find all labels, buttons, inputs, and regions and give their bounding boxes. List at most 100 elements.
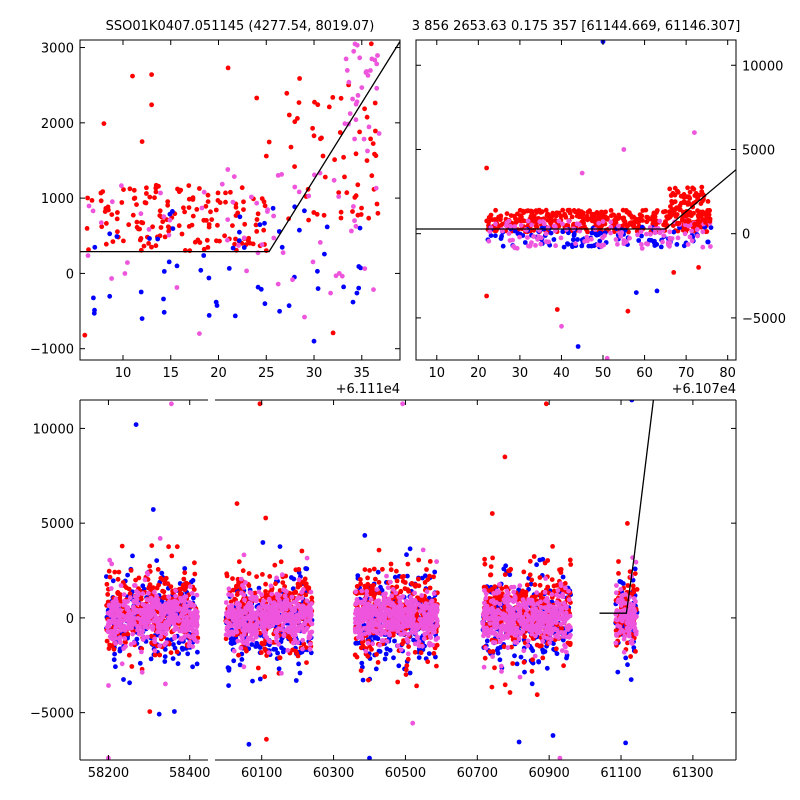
data-point-red: [675, 188, 680, 194]
data-point-red: [272, 562, 278, 568]
data-point-pink: [191, 610, 197, 615]
data-point-red: [524, 582, 530, 588]
data-point-blue: [198, 267, 204, 273]
data-point-pink: [366, 631, 372, 636]
data-point-pink: [385, 625, 391, 631]
data-point-red: [98, 198, 104, 204]
data-point-blue: [382, 656, 388, 662]
data-point-red: [482, 655, 488, 661]
data-point-pink: [139, 649, 144, 655]
data-point-red: [366, 215, 372, 221]
data-point-red: [150, 585, 156, 591]
data-point-red: [585, 209, 591, 215]
data-point-red: [254, 229, 260, 234]
data-point-pink: [398, 647, 404, 653]
data-point-pink: [246, 600, 252, 606]
data-point-pink: [573, 241, 578, 247]
data-point-red: [125, 631, 131, 637]
data-point-red: [418, 597, 424, 603]
data-point-red: [402, 586, 408, 591]
data-point-red: [165, 224, 171, 230]
data-point-red: [189, 222, 195, 228]
data-point-pink: [250, 596, 255, 602]
data-point-red: [358, 581, 363, 587]
data-point-pink: [553, 243, 558, 249]
data-point-pink: [237, 602, 242, 607]
data-point-red: [292, 119, 298, 125]
data-point-pink: [414, 635, 420, 641]
data-point-pink: [110, 631, 116, 636]
data-point-red: [629, 215, 635, 220]
data-point-pink: [290, 608, 296, 614]
data-point-pink: [553, 620, 559, 625]
data-point-pink: [420, 643, 425, 649]
data-point-pink: [403, 614, 409, 620]
data-point-blue: [279, 244, 285, 250]
data-point-blue: [185, 651, 191, 657]
data-point-pink: [279, 670, 284, 676]
data-point-red: [194, 207, 200, 212]
data-point-red: [255, 665, 261, 671]
data-point-pink: [162, 607, 168, 612]
data-point-red: [241, 207, 246, 213]
data-point-red: [322, 174, 328, 180]
data-point-red: [186, 196, 192, 202]
data-point-pink: [158, 612, 164, 617]
data-point-pink: [511, 589, 517, 595]
data-point-pink: [405, 651, 411, 657]
data-point-red: [254, 574, 259, 579]
data-point-red: [144, 191, 149, 196]
x-tick-label: 30: [306, 366, 323, 381]
data-point-pink: [105, 610, 111, 616]
data-point-red: [502, 572, 508, 577]
data-point-pink: [171, 602, 177, 608]
data-point-pink: [292, 184, 298, 190]
data-point-pink: [493, 221, 498, 227]
data-point-red: [127, 186, 133, 192]
data-point-red: [182, 587, 188, 592]
data-point-pink: [274, 620, 280, 626]
data-point-blue: [375, 569, 381, 575]
data-point-pink: [406, 623, 411, 628]
data-point-pink: [132, 583, 137, 588]
data-point-red: [209, 217, 215, 223]
data-point-pink: [118, 583, 124, 588]
data-point-red: [679, 217, 685, 223]
data-point-red: [402, 580, 408, 585]
data-point-pink: [119, 183, 124, 189]
data-points: [104, 400, 640, 760]
data-point-pink: [353, 223, 359, 229]
data-point-blue: [277, 544, 283, 549]
data-point-pink: [122, 598, 127, 604]
data-point-blue: [589, 230, 595, 236]
data-point-pink: [669, 236, 675, 241]
data-point-pink: [166, 620, 172, 626]
data-point-red: [288, 144, 294, 150]
data-point-red: [677, 207, 683, 213]
data-point-red: [129, 664, 135, 669]
data-point-pink: [417, 616, 423, 622]
data-point-red: [527, 558, 533, 564]
data-point-blue: [241, 245, 247, 250]
data-point-red: [261, 199, 267, 205]
data-point-red: [640, 208, 646, 213]
data-point-pink: [328, 290, 333, 296]
data-point-red: [131, 196, 137, 202]
x-tick-label: 70: [678, 366, 695, 381]
data-point-pink: [507, 238, 513, 243]
data-point-red: [418, 650, 424, 656]
data-point-red: [519, 591, 525, 597]
data-point-red: [104, 638, 110, 644]
data-point-red: [115, 591, 121, 597]
data-point-red: [359, 205, 364, 211]
data-point-pink: [274, 638, 279, 644]
data-point-blue: [260, 540, 266, 545]
data-point-blue: [518, 654, 524, 660]
data-point-red: [567, 207, 572, 213]
data-point-pink: [380, 618, 386, 623]
x-tick-label: 10: [429, 366, 446, 381]
data-point-red: [554, 210, 560, 216]
data-point-pink: [371, 627, 376, 633]
data-point-pink: [390, 627, 396, 632]
data-point-pink: [579, 170, 585, 176]
